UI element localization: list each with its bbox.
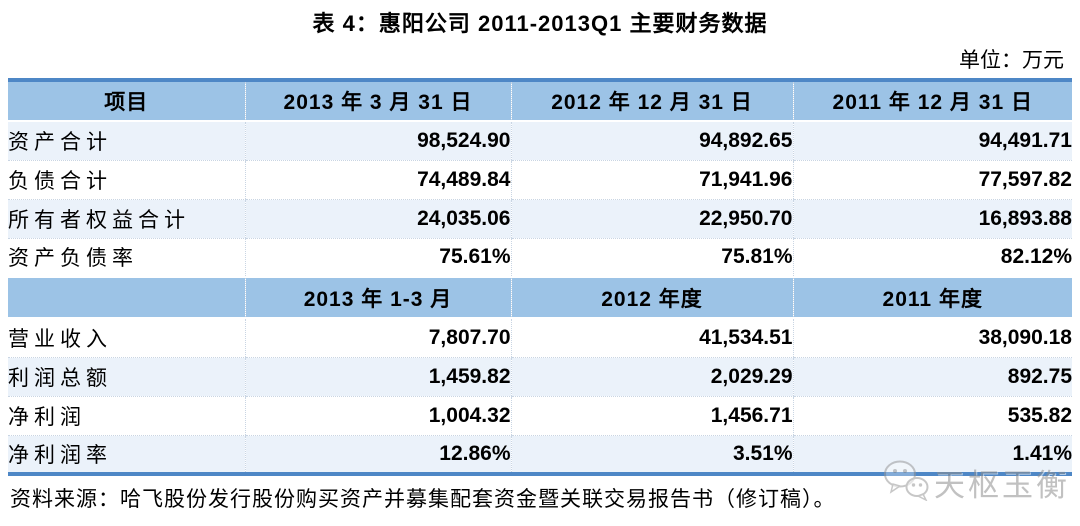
row-label-cell: 营业收入 [8, 318, 245, 358]
value-cell: 1,004.32 [244, 396, 511, 436]
value-cell: 75.61% [244, 238, 511, 278]
row-label-cell: 资产负债率 [8, 238, 245, 278]
header-row-dates: 项目 2013 年 3 月 31 日 2012 年 12 月 31 日 2011… [8, 79, 1072, 122]
row-label-cell: 资产合计 [8, 121, 245, 161]
table-row: 资产负债率 75.61% 75.81% 82.12% [8, 238, 1072, 278]
value-cell: 24,035.06 [244, 199, 511, 239]
income-statement-section: 营业收入 7,807.70 41,534.51 38,090.18 利润总额 1… [8, 318, 1072, 474]
unit-label: 单位：万元 [959, 48, 1064, 72]
column-header-2011-period: 2011 年度 [792, 276, 1072, 319]
table-row: 资产合计 98,524.90 94,892.65 94,491.71 [8, 121, 1072, 161]
column-header-2012-period: 2012 年度 [510, 276, 793, 319]
financial-table: 项目 2013 年 3 月 31 日 2012 年 12 月 31 日 2011… [8, 78, 1072, 476]
value-cell: 77,597.82 [792, 160, 1072, 200]
value-cell: 75.81% [510, 238, 793, 278]
column-header-empty [8, 276, 245, 319]
column-header-2012-date: 2012 年 12 月 31 日 [510, 79, 793, 122]
table-row: 营业收入 7,807.70 41,534.51 38,090.18 [8, 318, 1072, 358]
value-cell: 22,950.70 [510, 199, 793, 239]
row-label-cell: 净利润率 [8, 435, 245, 474]
table-header-2: 2013 年 1-3 月 2012 年度 2011 年度 [8, 276, 1072, 319]
row-label-cell: 利润总额 [8, 357, 245, 397]
table-row: 利润总额 1,459.82 2,029.29 892.75 [8, 357, 1072, 397]
value-cell: 7,807.70 [244, 318, 511, 358]
value-cell: 71,941.96 [510, 160, 793, 200]
column-header-2011-date: 2011 年 12 月 31 日 [792, 79, 1072, 122]
column-header-2013q1-date: 2013 年 3 月 31 日 [244, 79, 511, 122]
row-label-cell: 所有者权益合计 [8, 199, 245, 239]
page-title: 表 4：惠阳公司 2011-2013Q1 主要财务数据 [312, 11, 768, 36]
value-cell: 892.75 [792, 357, 1072, 397]
value-cell: 16,893.88 [792, 199, 1072, 239]
value-cell: 41,534.51 [510, 318, 793, 358]
value-cell: 1,456.71 [510, 396, 793, 436]
value-cell: 12.86% [244, 435, 511, 474]
column-header-item: 项目 [8, 79, 245, 122]
value-cell: 74,489.84 [244, 160, 511, 200]
value-cell: 1.41% [792, 435, 1072, 474]
value-cell: 3.51% [510, 435, 793, 474]
value-cell: 535.82 [792, 396, 1072, 436]
value-cell: 94,892.65 [510, 121, 793, 161]
column-header-2013q1-period: 2013 年 1-3 月 [244, 276, 511, 319]
row-label-cell: 净利润 [8, 396, 245, 436]
value-cell: 1,459.82 [244, 357, 511, 397]
balance-sheet-section: 资产合计 98,524.90 94,892.65 94,491.71 负债合计 … [8, 121, 1072, 278]
source-note: 资料来源：哈飞股份发行股份购买资产并募集配套资金暨关联交易报告书（修订稿）。 [10, 487, 836, 511]
table-row: 所有者权益合计 24,035.06 22,950.70 16,893.88 [8, 199, 1072, 239]
header-row-periods: 2013 年 1-3 月 2012 年度 2011 年度 [8, 276, 1072, 319]
value-cell: 2,029.29 [510, 357, 793, 397]
value-cell: 38,090.18 [792, 318, 1072, 358]
table-row: 净利润率 12.86% 3.51% 1.41% [8, 435, 1072, 474]
value-cell: 94,491.71 [792, 121, 1072, 161]
table-row: 负债合计 74,489.84 71,941.96 77,597.82 [8, 160, 1072, 200]
value-cell: 82.12% [792, 238, 1072, 278]
row-label-cell: 负债合计 [8, 160, 245, 200]
table-header-1: 项目 2013 年 3 月 31 日 2012 年 12 月 31 日 2011… [8, 79, 1072, 122]
table-row: 净利润 1,004.32 1,456.71 535.82 [8, 396, 1072, 436]
value-cell: 98,524.90 [244, 121, 511, 161]
